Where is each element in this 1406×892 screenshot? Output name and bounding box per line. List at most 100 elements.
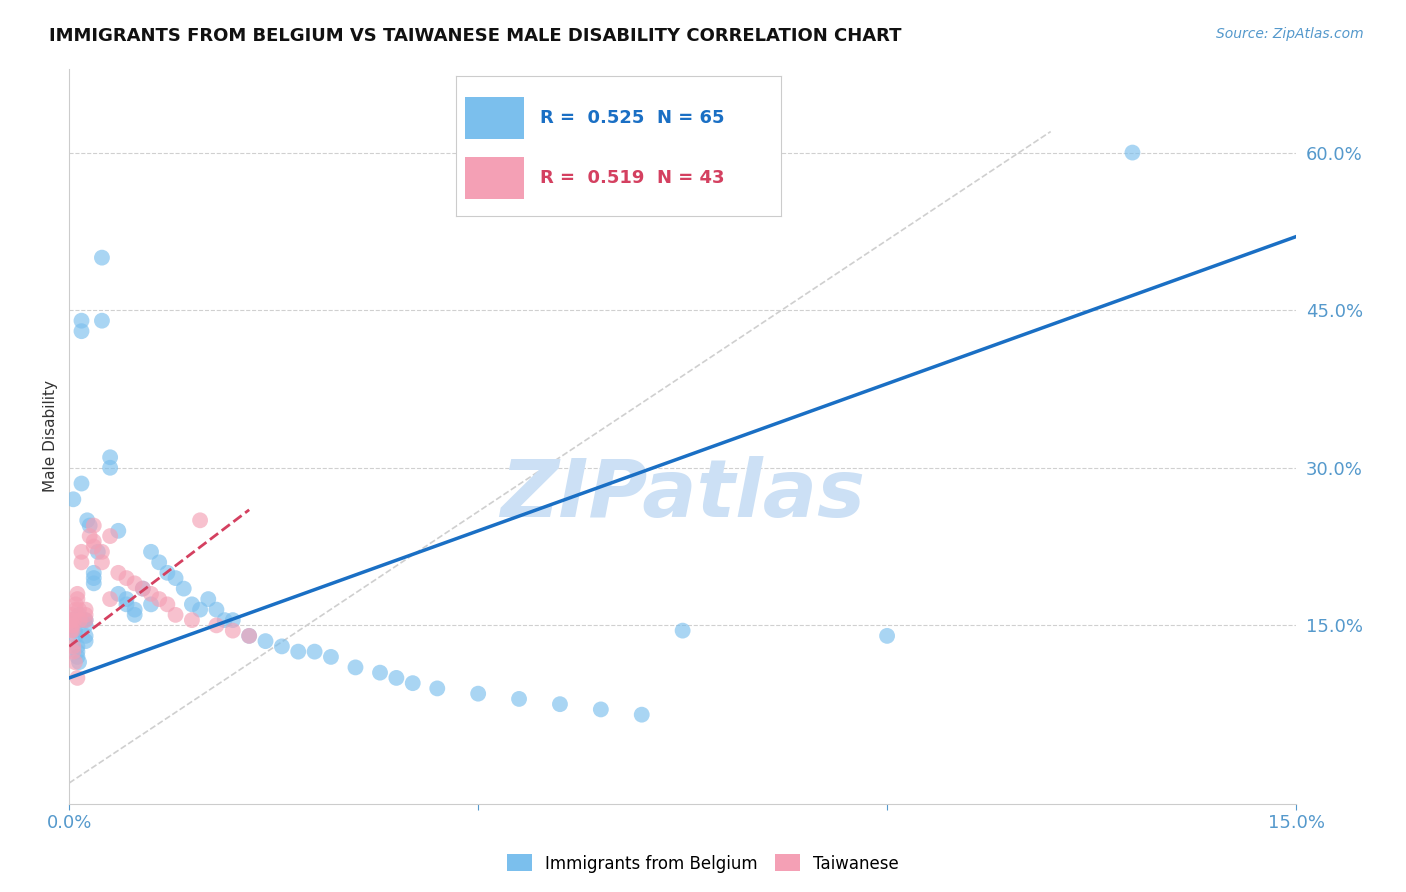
Point	[65, 598, 87, 612]
Point	[115, 571, 138, 585]
Point	[60, 607, 83, 622]
Point	[59, 613, 82, 627]
Point	[238, 629, 260, 643]
Point	[426, 681, 449, 696]
Point	[75, 607, 97, 622]
Point	[70, 555, 93, 569]
Point	[214, 613, 236, 627]
Point	[63, 655, 86, 669]
Point	[165, 571, 187, 585]
Point	[402, 676, 425, 690]
Point	[69, 613, 91, 627]
Point	[368, 665, 391, 680]
Point	[139, 545, 162, 559]
Point	[62, 645, 84, 659]
Point	[344, 660, 367, 674]
Point	[76, 513, 98, 527]
Point	[70, 314, 93, 328]
Point	[139, 587, 162, 601]
Point	[165, 607, 187, 622]
Point	[124, 576, 146, 591]
Point	[66, 592, 89, 607]
Point	[70, 324, 93, 338]
Point	[98, 529, 121, 543]
Text: IMMIGRANTS FROM BELGIUM VS TAIWANESE MALE DISABILITY CORRELATION CHART: IMMIGRANTS FROM BELGIUM VS TAIWANESE MAL…	[49, 27, 901, 45]
Point	[132, 582, 155, 596]
Y-axis label: Male Disability: Male Disability	[44, 380, 58, 492]
Point	[65, 602, 87, 616]
Point	[180, 613, 202, 627]
Point	[62, 492, 84, 507]
Point	[319, 649, 342, 664]
Point	[1121, 145, 1143, 160]
Point	[91, 251, 114, 265]
Point	[385, 671, 408, 685]
Point	[508, 692, 530, 706]
Point	[83, 534, 105, 549]
Point	[75, 629, 97, 643]
Point	[107, 566, 129, 580]
Point	[876, 629, 898, 643]
Point	[107, 524, 129, 538]
Point	[79, 518, 101, 533]
Point	[205, 618, 228, 632]
Point	[75, 613, 97, 627]
Point	[115, 598, 138, 612]
Point	[180, 598, 202, 612]
Point	[630, 707, 652, 722]
Point	[548, 697, 571, 711]
Point	[83, 576, 105, 591]
Point	[66, 645, 89, 659]
Point	[83, 518, 105, 533]
Point	[205, 602, 228, 616]
Point	[98, 592, 121, 607]
Point	[63, 613, 86, 627]
Point	[304, 645, 326, 659]
Point	[67, 607, 90, 622]
Point	[75, 613, 97, 627]
Point	[124, 607, 146, 622]
Point	[62, 624, 84, 638]
Point	[59, 624, 82, 638]
Point	[70, 545, 93, 559]
Text: ZIPatlas: ZIPatlas	[501, 456, 865, 534]
Point	[139, 598, 162, 612]
Point	[75, 602, 97, 616]
Point	[66, 640, 89, 654]
Point	[173, 582, 195, 596]
Point	[287, 645, 309, 659]
Point	[156, 566, 179, 580]
Point	[91, 545, 114, 559]
Point	[589, 702, 612, 716]
Point	[67, 602, 90, 616]
Point	[79, 529, 101, 543]
Point	[83, 571, 105, 585]
Point	[75, 618, 97, 632]
Text: Source: ZipAtlas.com: Source: ZipAtlas.com	[1216, 27, 1364, 41]
Point	[254, 634, 277, 648]
Point	[98, 460, 121, 475]
Point	[188, 602, 211, 616]
Point	[467, 687, 489, 701]
Point	[67, 655, 90, 669]
Point	[222, 624, 245, 638]
Point	[98, 450, 121, 465]
Point	[91, 555, 114, 569]
Point	[65, 629, 87, 643]
Point	[107, 587, 129, 601]
Point	[83, 540, 105, 554]
Point	[63, 624, 86, 638]
Point	[60, 613, 83, 627]
Point	[87, 545, 110, 559]
Point	[222, 613, 245, 627]
Point	[73, 613, 96, 627]
Point	[156, 598, 179, 612]
Point	[188, 513, 211, 527]
Point	[238, 629, 260, 643]
Point	[672, 624, 695, 638]
Point	[115, 592, 138, 607]
Point	[66, 649, 89, 664]
Point	[270, 640, 292, 654]
Point	[83, 566, 105, 580]
Point	[148, 555, 170, 569]
